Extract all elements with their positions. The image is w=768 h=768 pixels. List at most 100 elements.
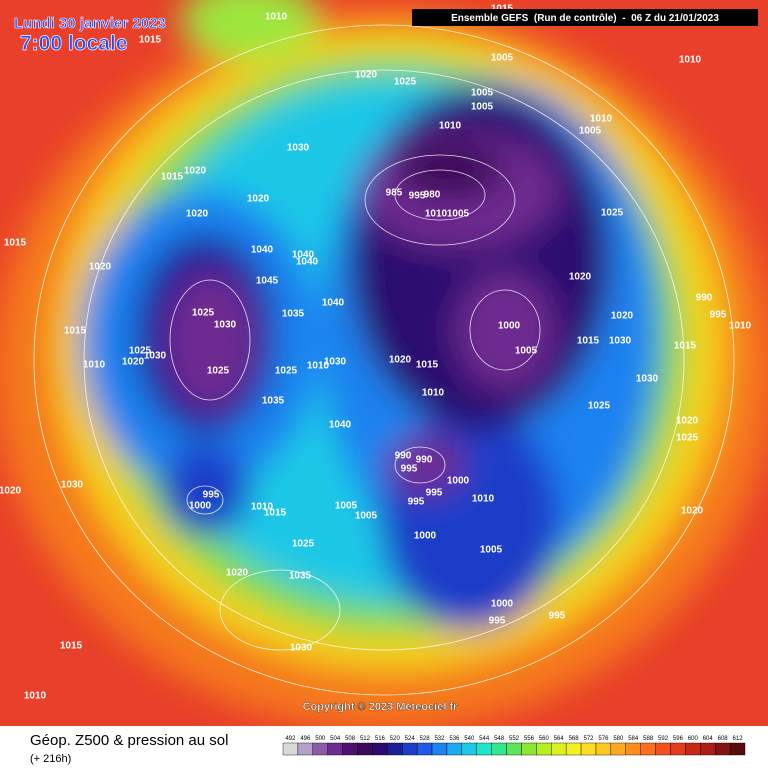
pressure-label: 1040	[329, 420, 352, 431]
pressure-label: 1005	[471, 88, 494, 99]
pressure-label: 1040	[322, 298, 345, 309]
pressure-label: 1030	[287, 143, 310, 154]
pressure-label: 1035	[289, 571, 312, 582]
pressure-label: 1010	[729, 321, 752, 332]
pressure-label: 1015	[577, 336, 600, 347]
legend-label: 612	[733, 736, 744, 742]
pressure-label: 1015	[139, 35, 162, 46]
legend-label: 520	[390, 736, 401, 742]
pressure-label: 980	[424, 190, 441, 201]
pressure-label: 1035	[262, 396, 285, 407]
legend-label: 496	[300, 736, 311, 742]
legend-swatch	[521, 742, 537, 756]
legend-swatch	[729, 742, 746, 756]
pressure-label: 1020	[355, 70, 378, 81]
pressure-label: 990	[416, 455, 433, 466]
legend-label: 592	[658, 736, 669, 742]
legend-swatch	[565, 742, 582, 756]
date: Lundi 30 janvier 2023	[14, 15, 166, 32]
pressure-label: 1000	[491, 599, 514, 610]
pressure-label: 1040	[251, 245, 274, 256]
legend-swatch	[685, 742, 701, 756]
pressure-label: 1015	[264, 508, 287, 519]
pressure-label: 1000	[498, 321, 521, 332]
pressure-label: 1000	[447, 476, 470, 487]
pressure-label: 1010	[439, 121, 462, 132]
pressure-label: 1015	[674, 341, 697, 352]
pressure-label: 1030	[61, 480, 84, 491]
pressure-label: 1025	[275, 366, 298, 377]
legend-label: 572	[584, 736, 595, 742]
pressure-label: 1030	[214, 320, 237, 331]
pressure-label: 995	[408, 497, 425, 508]
legend-swatch	[655, 742, 671, 756]
legend-swatch	[551, 742, 567, 756]
legend-swatch	[506, 742, 522, 756]
pressure-label: 1030	[290, 643, 313, 654]
legend-swatch	[640, 742, 656, 756]
legend-label: 584	[628, 736, 639, 742]
pressure-label: 1020	[186, 209, 209, 220]
pressure-label: 1020	[226, 568, 249, 579]
legend-label: 580	[613, 736, 624, 742]
pressure-label: 1030	[609, 336, 632, 347]
legend-swatch	[610, 742, 626, 756]
pressure-label: 995	[549, 611, 566, 622]
legend-label: 544	[479, 736, 490, 742]
pressure-label: 1005	[515, 346, 538, 357]
pressure-label: 1030	[636, 374, 659, 385]
pressure-label: 1025	[292, 539, 315, 550]
pressure-label: 1010	[265, 12, 288, 23]
pressure-label: 1025	[129, 346, 152, 357]
pressure-label: 1020	[0, 486, 22, 497]
legend-swatch	[461, 742, 477, 756]
header: Lundi 30 janvier 2023 7:00 locale Ensemb…	[14, 9, 758, 55]
run-info: Ensemble GEFS (Run de contrôle) - 06 Z d…	[451, 13, 719, 24]
pressure-label: 1030	[144, 351, 167, 362]
legend-label: 512	[360, 736, 371, 742]
pressure-label: 995	[409, 191, 426, 202]
pressure-label: 990	[395, 451, 412, 462]
legend-swatch	[327, 742, 343, 756]
pressure-label: 1010	[590, 114, 613, 125]
legend-swatch	[431, 742, 448, 756]
legend-label: 532	[434, 736, 445, 742]
legend-label: 556	[524, 736, 535, 742]
pressure-label: 1015	[64, 326, 87, 337]
legend-swatch	[446, 742, 463, 756]
pressure-label: 1020	[389, 355, 412, 366]
time: 7:00 locale	[20, 32, 127, 55]
legend-label: 508	[345, 736, 356, 742]
legend-swatch	[670, 742, 686, 756]
pressure-label: 1005	[579, 126, 602, 137]
pressure-label: 1005	[471, 102, 494, 113]
footer-title: Géop. Z500 & pression au sol	[30, 732, 228, 749]
legend-label: 604	[703, 736, 714, 742]
legend-label: 536	[449, 736, 460, 742]
geopotential-field	[0, 0, 768, 730]
pressure-label: 1010	[422, 388, 445, 399]
legend-swatch	[536, 742, 552, 756]
copyright: Copyright © 2023 Meteociel.fr	[303, 701, 459, 713]
pressure-label: 1010	[425, 209, 448, 220]
pressure-label: 995	[401, 464, 418, 475]
pressure-label: 1040	[296, 257, 319, 268]
legend-label: 504	[330, 736, 341, 742]
pressure-label: 1020	[681, 506, 704, 517]
pressure-label: 1005	[447, 209, 470, 220]
legend-label: 568	[569, 736, 580, 742]
legend-label: 588	[643, 736, 654, 742]
footer-subtitle: (+ 216h)	[30, 753, 71, 765]
pressure-label: 1000	[189, 501, 212, 512]
pressure-labels: 1010101510201025100510151010100510051010…	[0, 4, 752, 702]
pressure-label: 985	[386, 188, 403, 199]
legend-swatch	[402, 742, 418, 756]
pressure-label: 1015	[161, 172, 184, 183]
pressure-label: 1010	[472, 494, 495, 505]
pressure-label: 1025	[192, 308, 215, 319]
pressure-label: 1025	[676, 433, 699, 444]
pressure-label: 1015	[60, 641, 83, 652]
pressure-label: 1015	[416, 360, 439, 371]
legend-label: 492	[285, 736, 296, 742]
